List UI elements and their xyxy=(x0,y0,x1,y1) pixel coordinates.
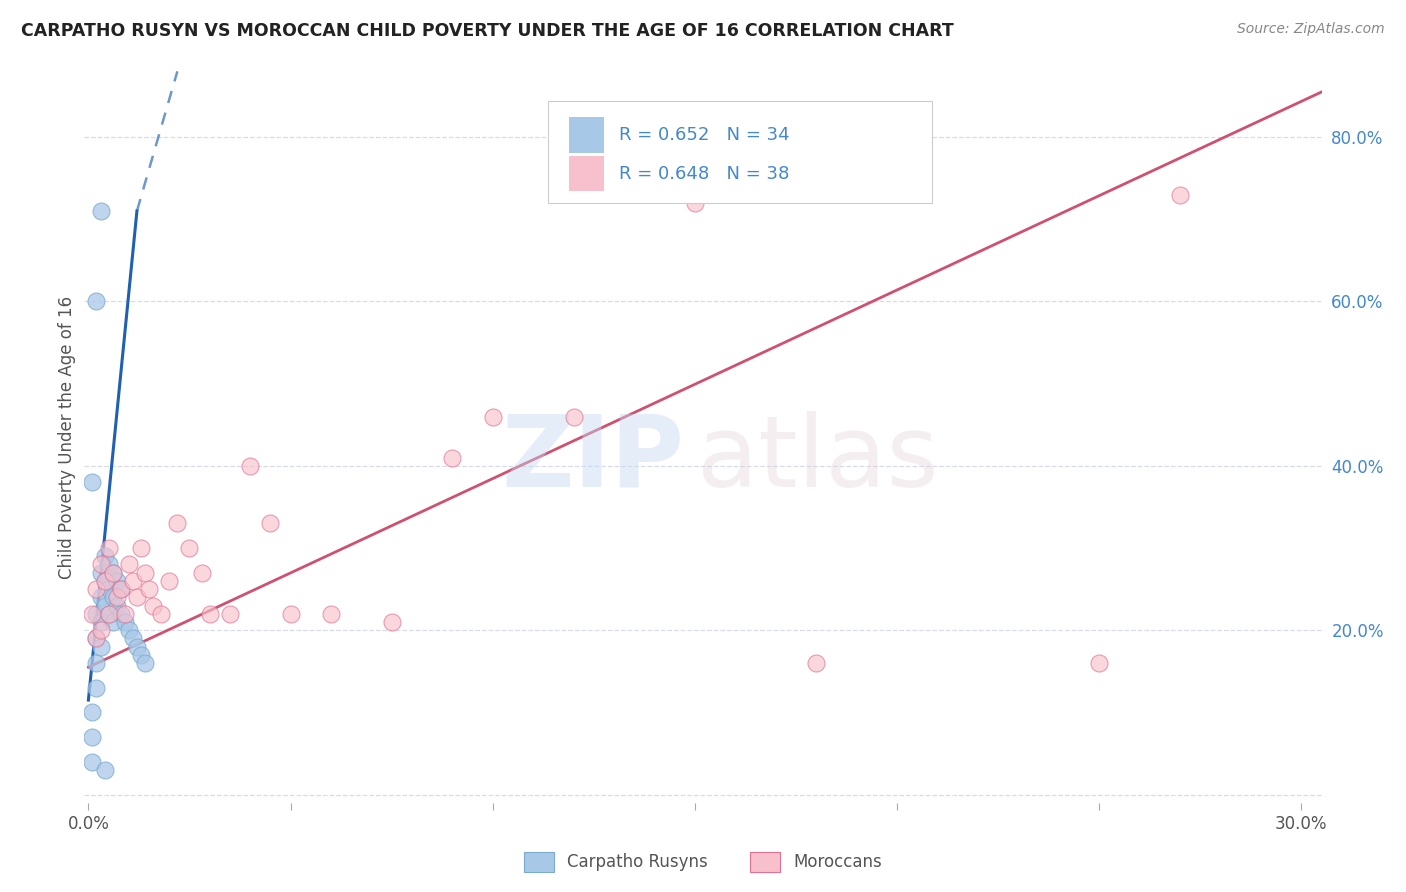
Point xyxy=(97,582,120,596)
Point xyxy=(101,615,124,629)
Point xyxy=(129,541,152,555)
Text: ZIP: ZIP xyxy=(502,410,685,508)
Point xyxy=(114,607,136,621)
Point xyxy=(101,591,124,605)
Point xyxy=(97,607,120,621)
Point xyxy=(90,566,112,580)
Point xyxy=(82,706,104,720)
Point xyxy=(1088,656,1111,670)
Legend: Carpatho Rusyns, Moroccans: Carpatho Rusyns, Moroccans xyxy=(517,845,889,879)
Point xyxy=(122,574,145,588)
Point xyxy=(97,541,120,555)
Point xyxy=(198,607,221,621)
Point xyxy=(90,591,112,605)
Point xyxy=(82,755,104,769)
Point xyxy=(86,632,108,646)
Point xyxy=(110,582,132,596)
Point xyxy=(93,599,115,613)
Point xyxy=(82,730,104,744)
Point xyxy=(93,574,115,588)
Point xyxy=(179,541,201,555)
Point xyxy=(90,204,112,219)
Point xyxy=(90,558,112,572)
Point xyxy=(125,640,148,654)
Point xyxy=(239,458,262,473)
Point xyxy=(82,607,104,621)
Point xyxy=(118,624,141,638)
Point xyxy=(86,582,108,596)
Point xyxy=(86,607,108,621)
Point xyxy=(138,582,160,596)
Point xyxy=(110,607,132,621)
Point xyxy=(118,558,141,572)
Point xyxy=(142,599,165,613)
Point xyxy=(441,450,464,465)
Text: CARPATHO RUSYN VS MOROCCAN CHILD POVERTY UNDER THE AGE OF 16 CORRELATION CHART: CARPATHO RUSYN VS MOROCCAN CHILD POVERTY… xyxy=(21,22,953,40)
FancyBboxPatch shape xyxy=(548,101,932,203)
Text: R = 0.652   N = 34: R = 0.652 N = 34 xyxy=(619,126,790,144)
Point xyxy=(134,566,156,580)
Y-axis label: Child Poverty Under the Age of 16: Child Poverty Under the Age of 16 xyxy=(58,295,76,579)
Point xyxy=(114,615,136,629)
Bar xyxy=(569,156,605,191)
Point xyxy=(90,615,112,629)
Point xyxy=(101,566,124,580)
Point xyxy=(280,607,302,621)
Point xyxy=(150,607,173,621)
Point xyxy=(82,475,104,490)
Point xyxy=(166,516,188,531)
Point xyxy=(562,409,585,424)
Point xyxy=(481,409,503,424)
Point xyxy=(97,558,120,572)
Point xyxy=(86,294,108,309)
Point xyxy=(219,607,242,621)
Point xyxy=(190,566,212,580)
Point xyxy=(86,632,108,646)
Point xyxy=(93,549,115,564)
Point xyxy=(134,656,156,670)
Point xyxy=(101,566,124,580)
Point xyxy=(157,574,180,588)
Point xyxy=(97,607,120,621)
Point xyxy=(105,574,128,588)
Point xyxy=(86,656,108,670)
Text: atlas: atlas xyxy=(697,410,938,508)
Point xyxy=(105,591,128,605)
Point xyxy=(110,582,132,596)
Point xyxy=(259,516,281,531)
Point xyxy=(93,574,115,588)
Point xyxy=(90,624,112,638)
Point xyxy=(86,681,108,695)
Point xyxy=(381,615,404,629)
Point xyxy=(806,656,828,670)
Point xyxy=(683,195,706,210)
Point xyxy=(319,607,342,621)
Bar xyxy=(569,118,605,153)
Text: R = 0.648   N = 38: R = 0.648 N = 38 xyxy=(619,165,789,183)
Point xyxy=(1168,187,1191,202)
Point xyxy=(122,632,145,646)
Point xyxy=(93,763,115,777)
Point xyxy=(105,599,128,613)
Point xyxy=(129,648,152,662)
Point xyxy=(90,640,112,654)
Point xyxy=(125,591,148,605)
Text: Source: ZipAtlas.com: Source: ZipAtlas.com xyxy=(1237,22,1385,37)
